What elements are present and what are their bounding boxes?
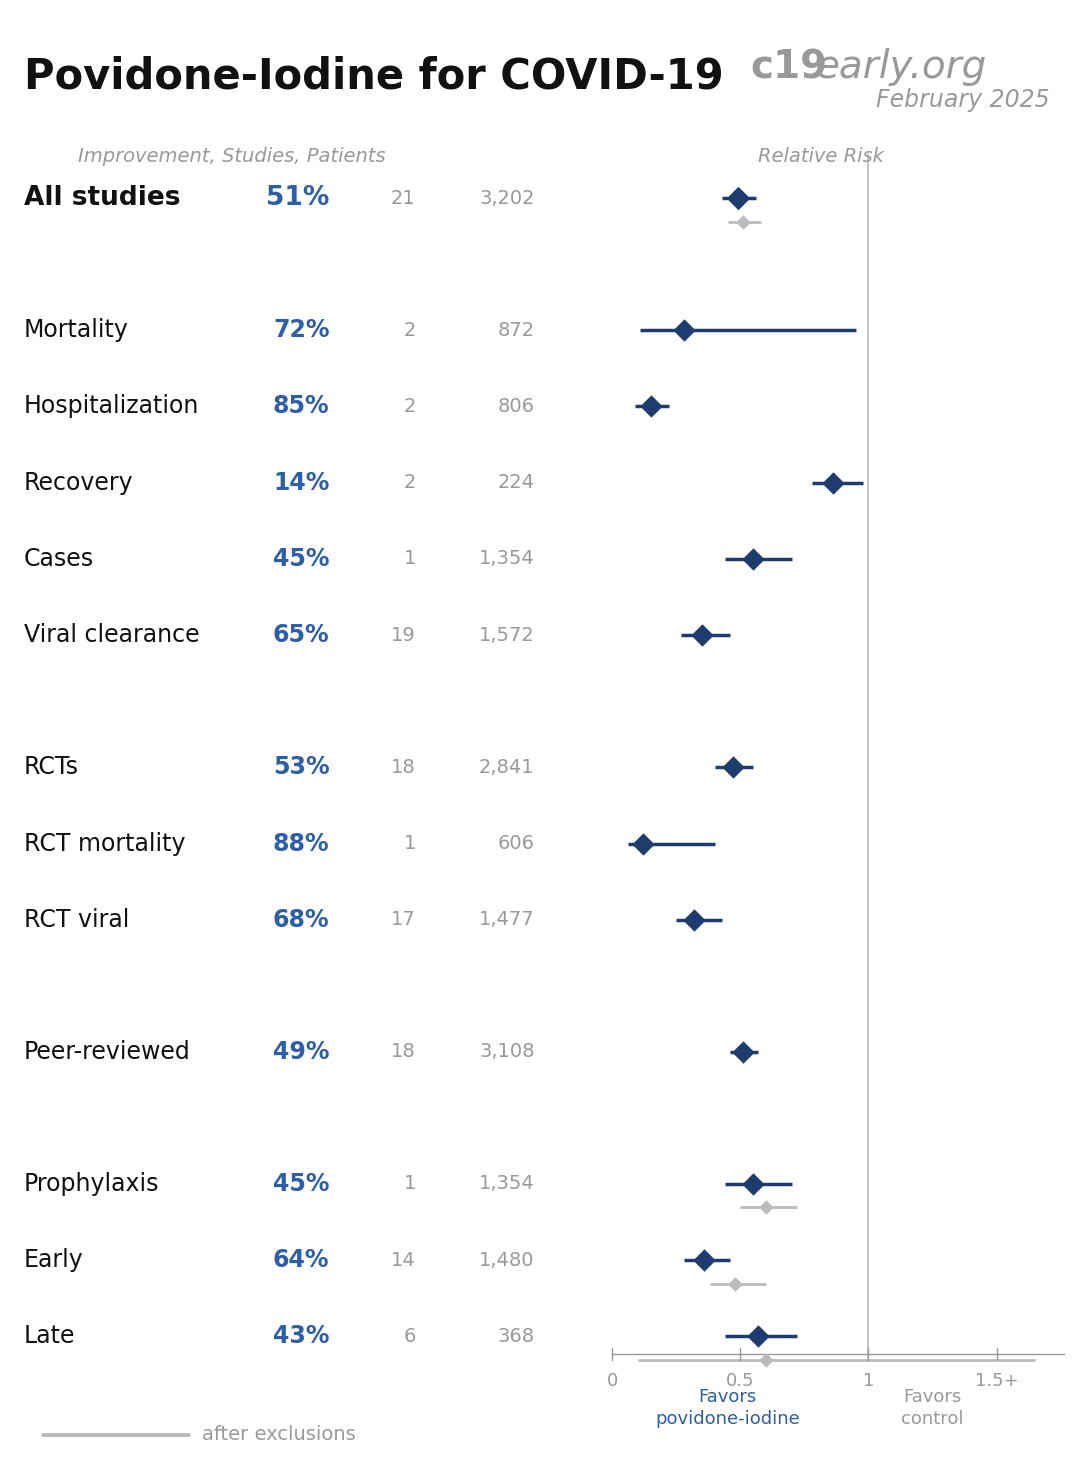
Text: February 2025: February 2025: [876, 88, 1050, 111]
Point: [734, 210, 752, 233]
Text: RCTs: RCTs: [24, 756, 79, 779]
Point: [757, 1348, 774, 1372]
Text: 2,841: 2,841: [478, 758, 535, 776]
Text: Relative Risk: Relative Risk: [758, 147, 883, 166]
Text: 88%: 88%: [273, 832, 329, 855]
Text: 1,477: 1,477: [478, 911, 535, 929]
Point: [642, 395, 659, 418]
Text: 872: 872: [498, 321, 535, 339]
Point: [729, 186, 746, 210]
Text: Hospitalization: Hospitalization: [24, 395, 199, 418]
Text: Peer-reviewed: Peer-reviewed: [24, 1040, 190, 1064]
Text: 21: 21: [391, 189, 416, 207]
Point: [724, 756, 741, 779]
Text: RCT viral: RCT viral: [24, 908, 130, 932]
Text: 65%: 65%: [273, 623, 329, 647]
Text: 606: 606: [498, 835, 535, 852]
Point: [744, 1172, 761, 1196]
Text: 1,354: 1,354: [478, 1175, 535, 1193]
Text: 19: 19: [391, 626, 416, 644]
Text: Povidone-Iodine for COVID-19: Povidone-Iodine for COVID-19: [24, 56, 724, 98]
Text: after exclusions: after exclusions: [202, 1426, 355, 1444]
Point: [734, 1040, 752, 1064]
Text: Late: Late: [24, 1325, 76, 1348]
Point: [696, 1248, 713, 1272]
Point: [824, 471, 841, 494]
Text: 3,202: 3,202: [480, 189, 535, 207]
Text: 45%: 45%: [273, 547, 329, 571]
Text: 17: 17: [391, 911, 416, 929]
Text: 43%: 43%: [273, 1325, 329, 1348]
Text: 1: 1: [404, 550, 416, 568]
Text: 6: 6: [404, 1328, 416, 1345]
Text: c19: c19: [751, 48, 827, 87]
Text: 2: 2: [404, 321, 416, 339]
Point: [675, 318, 692, 342]
Point: [686, 908, 703, 932]
Text: 64%: 64%: [273, 1248, 329, 1272]
Text: Mortality: Mortality: [24, 318, 129, 342]
Point: [744, 547, 761, 571]
Text: 14: 14: [391, 1251, 416, 1269]
Text: 1,572: 1,572: [478, 626, 535, 644]
Text: 68%: 68%: [273, 908, 329, 932]
Point: [634, 832, 651, 855]
Text: early.org: early.org: [815, 48, 987, 87]
Text: Early: Early: [24, 1248, 83, 1272]
Text: 1: 1: [863, 1372, 874, 1389]
Text: Prophylaxis: Prophylaxis: [24, 1172, 159, 1196]
Text: Cases: Cases: [24, 547, 94, 571]
Text: 2: 2: [404, 474, 416, 491]
Text: Improvement, Studies, Patients: Improvement, Studies, Patients: [79, 147, 386, 166]
Text: 53%: 53%: [273, 756, 329, 779]
Text: 14%: 14%: [273, 471, 329, 494]
Text: 806: 806: [498, 398, 535, 415]
Text: 1,480: 1,480: [480, 1251, 535, 1269]
Text: Recovery: Recovery: [24, 471, 134, 494]
Text: All studies: All studies: [24, 185, 180, 211]
Text: 1: 1: [404, 1175, 416, 1193]
Point: [757, 1196, 774, 1219]
Text: Viral clearance: Viral clearance: [24, 623, 200, 647]
Text: 18: 18: [391, 758, 416, 776]
Text: 3,108: 3,108: [480, 1043, 535, 1061]
Text: 0: 0: [607, 1372, 618, 1389]
Text: 1.5+: 1.5+: [975, 1372, 1018, 1389]
Text: 1,354: 1,354: [478, 550, 535, 568]
Text: Favors
control: Favors control: [902, 1388, 963, 1427]
Text: 224: 224: [498, 474, 535, 491]
Text: 368: 368: [498, 1328, 535, 1345]
Text: 1: 1: [404, 835, 416, 852]
Text: 72%: 72%: [273, 318, 329, 342]
Text: 85%: 85%: [273, 395, 329, 418]
Text: 49%: 49%: [273, 1040, 329, 1064]
Text: RCT mortality: RCT mortality: [24, 832, 186, 855]
Text: Favors
povidone-iodine: Favors povidone-iodine: [656, 1388, 800, 1427]
Text: 2: 2: [404, 398, 416, 415]
Point: [750, 1325, 767, 1348]
Text: 18: 18: [391, 1043, 416, 1061]
Text: 51%: 51%: [266, 185, 329, 211]
Point: [727, 1272, 744, 1295]
Text: 45%: 45%: [273, 1172, 329, 1196]
Point: [693, 623, 711, 647]
Text: 0.5: 0.5: [726, 1372, 755, 1389]
